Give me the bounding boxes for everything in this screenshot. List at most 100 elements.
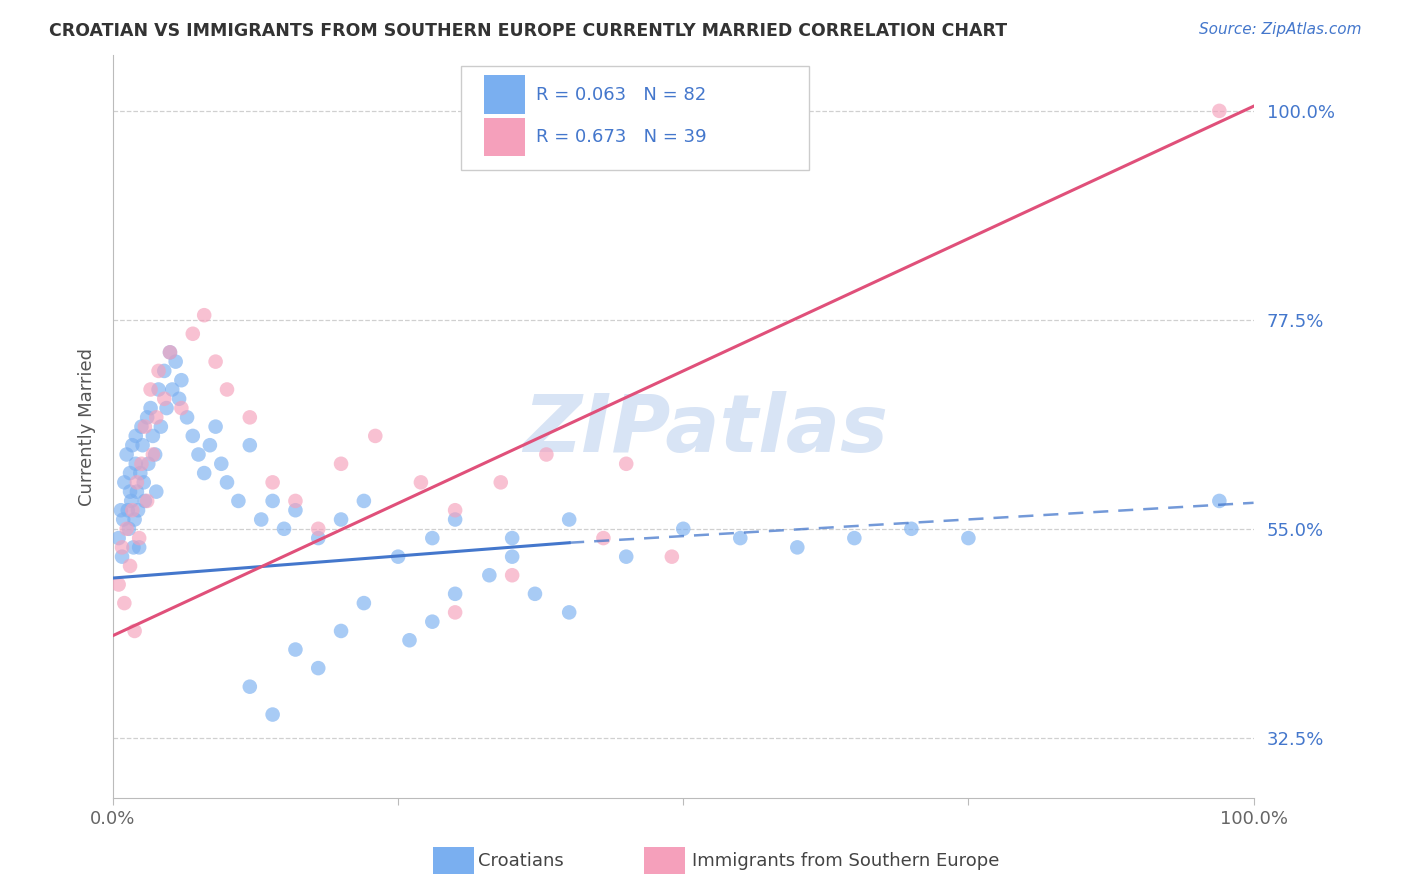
Point (444, 512, 467, 526)
Point (353, 494, 375, 508)
Point (145, 484, 167, 499)
Point (112, 512, 135, 526)
Point (145, 410, 167, 425)
Point (187, 448, 209, 462)
Point (136, 457, 159, 471)
Point (118, 522, 141, 536)
Point (209, 457, 232, 471)
Point (353, 596, 375, 610)
Point (131, 457, 153, 471)
Point (107, 531, 129, 545)
Point (398, 633, 420, 648)
Point (501, 549, 523, 564)
Point (148, 364, 170, 378)
Point (661, 549, 683, 564)
Point (181, 326, 204, 341)
Point (215, 383, 238, 397)
Point (139, 383, 162, 397)
Point (115, 522, 138, 536)
Point (239, 438, 262, 452)
Point (131, 438, 153, 452)
Point (284, 494, 307, 508)
Point (132, 475, 155, 490)
Point (170, 401, 193, 415)
Point (523, 587, 546, 601)
Point (262, 707, 284, 722)
Point (239, 410, 262, 425)
Point (307, 531, 329, 545)
Point (672, 522, 695, 536)
Point (121, 438, 143, 452)
Point (536, 448, 558, 462)
Text: R = 0.673   N = 39: R = 0.673 N = 39 (536, 128, 707, 146)
Point (129, 466, 152, 480)
Point (134, 494, 156, 508)
Point (844, 531, 866, 545)
Point (614, 549, 637, 564)
Point (262, 494, 284, 508)
Point (1208, 103, 1230, 118)
FancyBboxPatch shape (461, 66, 808, 170)
Point (501, 531, 523, 545)
Point (110, 503, 132, 517)
Y-axis label: Currently Married: Currently Married (79, 348, 96, 506)
Point (284, 642, 307, 657)
Point (120, 494, 142, 508)
Point (118, 466, 141, 480)
Point (143, 448, 166, 462)
Point (153, 392, 176, 406)
Point (139, 401, 162, 415)
Point (118, 484, 141, 499)
Point (198, 438, 221, 452)
Point (204, 354, 226, 368)
Point (558, 606, 581, 620)
Point (409, 475, 432, 490)
Point (111, 549, 134, 564)
Point (142, 429, 165, 443)
Point (125, 457, 148, 471)
Point (239, 680, 262, 694)
Point (148, 383, 170, 397)
Point (420, 615, 443, 629)
FancyBboxPatch shape (484, 118, 524, 156)
Point (115, 448, 138, 462)
Text: Croatians: Croatians (478, 852, 564, 870)
Text: ZIPatlas: ZIPatlas (523, 392, 889, 469)
Point (153, 364, 176, 378)
Point (330, 457, 353, 471)
Point (250, 512, 273, 526)
Point (181, 429, 204, 443)
Point (786, 541, 808, 555)
Point (131, 419, 153, 434)
Point (124, 512, 146, 526)
Point (112, 475, 135, 490)
Point (128, 541, 150, 555)
Point (900, 522, 922, 536)
Text: CROATIAN VS IMMIGRANTS FROM SOUTHERN EUROPE CURRENTLY MARRIED CORRELATION CHART: CROATIAN VS IMMIGRANTS FROM SOUTHERN EUR… (49, 22, 1007, 40)
Point (122, 541, 145, 555)
Point (501, 568, 523, 582)
Point (124, 624, 146, 638)
Point (155, 401, 177, 415)
Point (273, 522, 295, 536)
Point (489, 475, 512, 490)
Point (121, 503, 143, 517)
Point (125, 475, 148, 490)
Point (387, 549, 409, 564)
Point (444, 503, 467, 517)
Point (330, 624, 353, 638)
Point (330, 512, 353, 526)
Point (478, 568, 501, 582)
Point (165, 354, 187, 368)
Point (125, 484, 148, 499)
Text: R = 0.063   N = 82: R = 0.063 N = 82 (536, 86, 706, 103)
Point (107, 577, 129, 591)
Point (111, 541, 134, 555)
Point (957, 531, 980, 545)
Point (215, 475, 238, 490)
Point (159, 345, 181, 359)
FancyBboxPatch shape (484, 75, 524, 114)
Point (558, 512, 581, 526)
Point (162, 383, 184, 397)
Point (1208, 494, 1230, 508)
